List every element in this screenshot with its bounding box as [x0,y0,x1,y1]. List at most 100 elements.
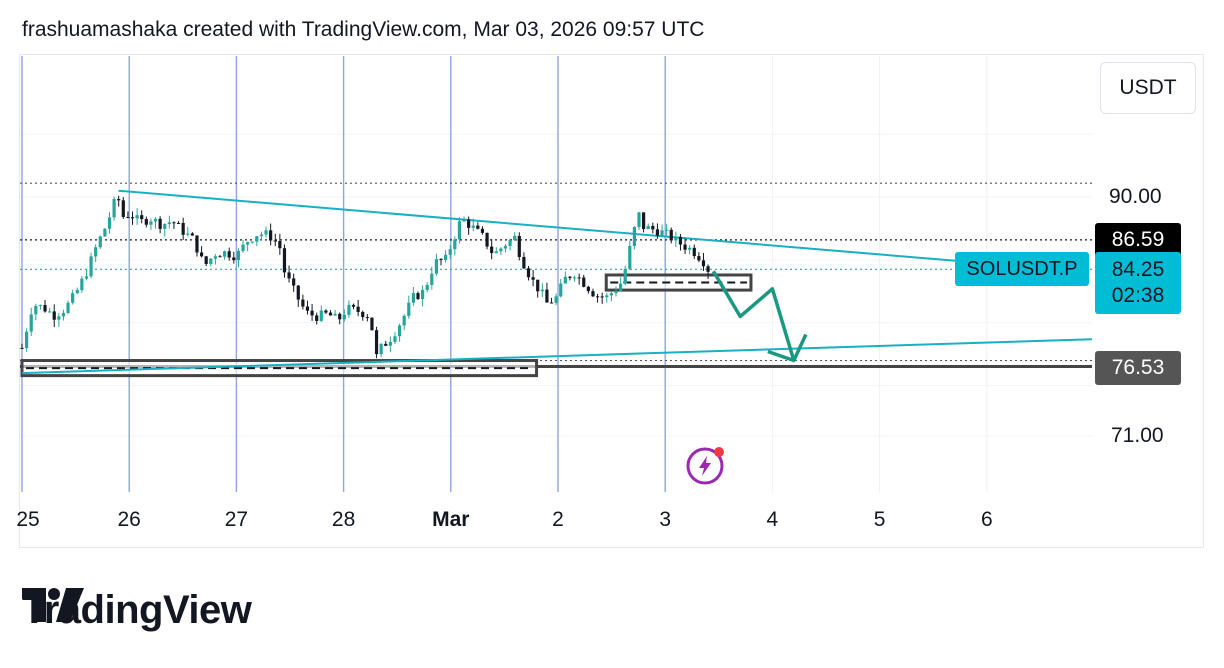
candle-body [490,246,494,254]
candle-body [356,306,360,312]
candle-body [89,256,93,277]
candle-body [209,258,213,264]
candle-body [577,277,581,279]
candle-body [618,283,623,291]
candle-body [434,259,439,274]
candle-body [540,289,544,292]
candle-body [84,276,89,279]
candle-body [513,235,517,241]
candle-body [296,285,300,300]
candle-body [494,251,498,254]
candle-body [218,256,222,258]
candle-body [195,235,199,253]
x-tick-label: 6 [980,508,993,531]
candle-body [264,230,268,235]
flash-icon[interactable] [686,447,724,485]
candle-body [351,304,356,307]
candle-body [167,222,171,225]
candle-body [246,242,250,245]
candle-body [628,245,632,269]
candle-body [75,290,79,294]
candle-body [688,247,692,250]
candle-body [374,330,379,355]
candle-body [121,200,125,217]
candle-body [614,290,618,294]
candle-body [287,272,291,279]
candle-body [660,230,664,236]
candle-body [315,315,319,321]
candle-body [71,293,75,303]
candle-body [397,325,402,337]
candle-body [517,235,521,257]
candle-body [642,212,646,229]
x-tick-label: Mar [432,508,470,531]
candle-body [273,240,277,242]
candle-body [149,221,153,225]
candle-body [269,230,273,241]
last-price-tag: 86.59 [1095,222,1181,257]
x-tick-label: 25 [16,508,40,531]
candle-body [347,304,351,315]
candle-body [536,279,540,292]
candle-body [508,240,512,246]
candle-body [665,229,669,231]
candle-body [34,305,38,315]
candle-body [324,310,328,313]
candle-body [499,248,503,252]
candle-body [213,256,217,259]
x-tick-label: 4 [766,508,779,531]
chart-frame [19,54,1204,548]
candle-body [199,252,204,257]
descending-trendline[interactable] [118,189,961,263]
candle-body [126,216,130,218]
candle-body [651,225,655,230]
candle-body [370,317,374,331]
candle-body [135,215,139,219]
candle-body [361,311,365,318]
candle-body [43,305,47,312]
candle-body [471,225,475,228]
candle-body [301,299,305,307]
candle-body [80,278,84,291]
candle-body [181,222,185,235]
candle-body [140,215,144,220]
candle-body [393,336,397,342]
candle-body [342,314,346,320]
projection-arrowhead [767,333,808,363]
candle-body [241,244,245,251]
candle-body [388,341,392,346]
trendline-group [21,189,1094,375]
candle-body [531,277,535,280]
candle-body [425,284,429,290]
candle-body [158,218,162,229]
candle-body [227,251,231,258]
candle-body [25,331,29,349]
candle-body [674,236,678,241]
candle-body [420,289,425,300]
candle-body [582,277,586,287]
candle-body [411,293,415,303]
candle-body [310,310,314,316]
candle-body [503,245,508,249]
candle-body [48,311,52,313]
currency-button[interactable]: USDT [1100,62,1196,114]
projection-arrow[interactable] [711,270,796,362]
candle-body [522,256,526,269]
candle-body [186,233,190,235]
candle-body [448,249,452,255]
ascending-trendline[interactable] [21,338,1094,375]
candle-body [600,296,604,298]
candle-body [457,221,462,240]
candle-body [559,283,563,297]
bar-countdown: 02:38 [1111,284,1165,308]
candle-body [57,316,61,320]
candle-body [52,311,56,320]
candle-body [646,225,650,229]
candle-body [430,273,434,285]
candle-body [190,233,194,236]
candle-body [444,254,448,261]
candle-body [20,347,24,349]
candle-body [305,306,310,311]
x-tick-label: 27 [224,508,249,531]
